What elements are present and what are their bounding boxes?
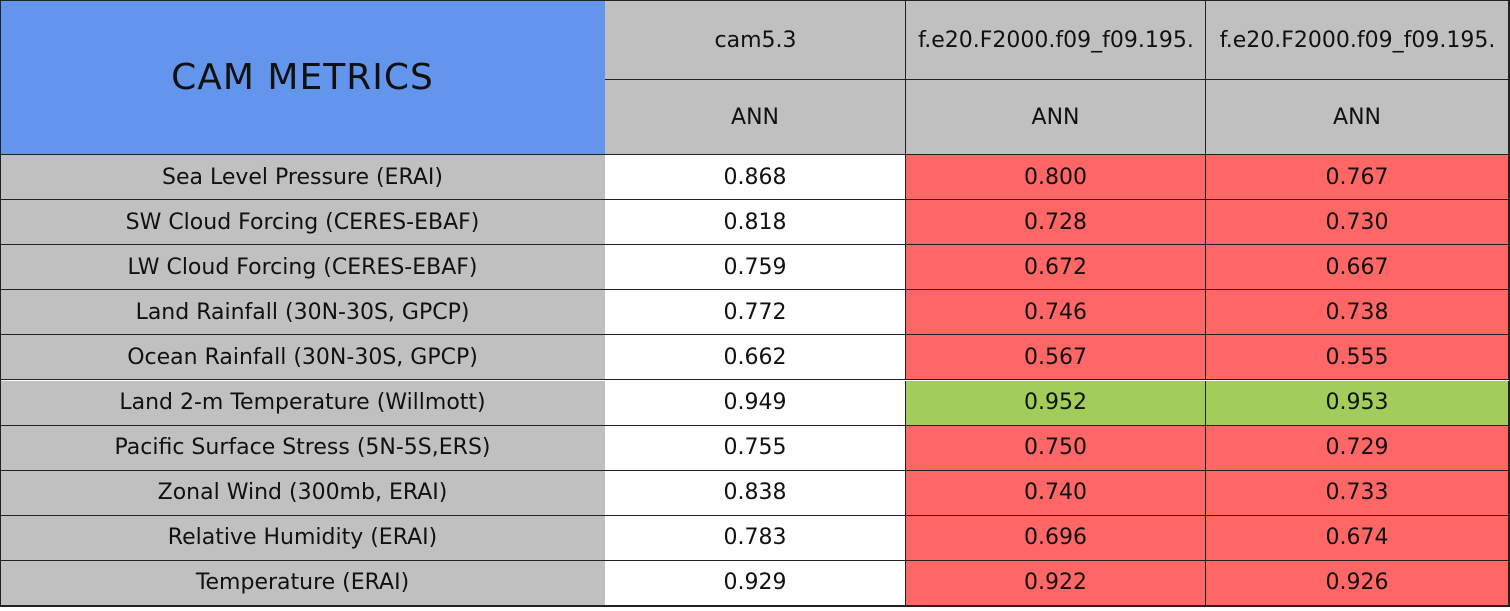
metric-value: 0.750	[906, 425, 1206, 471]
metric-value: 0.674	[1206, 515, 1509, 561]
metric-value: 0.772	[605, 290, 906, 336]
metric-value: 0.838	[605, 470, 906, 516]
metric-value: 0.926	[1206, 560, 1509, 606]
metric-value: 0.746	[906, 290, 1206, 336]
metric-value: 0.929	[605, 560, 906, 606]
metric-value: 0.759	[605, 245, 906, 291]
metric-value: 0.672	[906, 245, 1206, 291]
metric-value: 0.555	[1206, 335, 1509, 381]
row-label: Zonal Wind (300mb, ERAI)	[0, 470, 606, 516]
column-header: f.e20.F2000.f09_f09.195.	[1219, 27, 1496, 53]
metric-value: 0.740	[906, 470, 1206, 516]
column-bg	[605, 0, 906, 80]
row-label: Relative Humidity (ERAI)	[0, 515, 606, 561]
row-label: LW Cloud Forcing (CERES-EBAF)	[0, 245, 606, 291]
metric-value: 0.949	[605, 380, 906, 426]
row-label: SW Cloud Forcing (CERES-EBAF)	[0, 200, 606, 246]
metric-value: 0.696	[906, 515, 1206, 561]
row-label: Pacific Surface Stress (5N-5S,ERS)	[0, 425, 606, 471]
metric-value: 0.667	[1206, 245, 1509, 291]
metric-value: 0.728	[906, 200, 1206, 246]
metric-value: 0.953	[1206, 380, 1509, 426]
season-header: ANN	[906, 80, 1206, 155]
metric-value: 0.767	[1206, 155, 1509, 201]
metric-value: 0.662	[605, 335, 906, 381]
metric-value: 0.730	[1206, 200, 1509, 246]
column-bg	[906, 0, 1206, 80]
row-label: Land Rainfall (30N-30S, GPCP)	[0, 290, 606, 336]
metric-value: 0.733	[1206, 470, 1509, 516]
row-label: Sea Level Pressure (ERAI)	[0, 155, 606, 201]
row-label: Temperature (ERAI)	[0, 560, 606, 606]
season-header: ANN	[1206, 80, 1509, 155]
metric-value: 0.800	[906, 155, 1206, 201]
metric-value: 0.922	[906, 560, 1206, 606]
metric-value: 0.567	[906, 335, 1206, 381]
metric-value: 0.738	[1206, 290, 1509, 336]
metric-value: 0.729	[1206, 425, 1509, 471]
metric-value: 0.783	[605, 515, 906, 561]
column-header: cam5.3	[714, 27, 797, 53]
metric-value: 0.952	[906, 380, 1206, 426]
row-label: Ocean Rainfall (30N-30S, GPCP)	[0, 335, 606, 381]
column-bg	[1206, 0, 1509, 80]
row-label: Land 2-m Temperature (Willmott)	[0, 380, 606, 426]
metric-value: 0.755	[605, 425, 906, 471]
metric-value: 0.818	[605, 200, 906, 246]
column-header: f.e20.F2000.f09_f09.195.	[918, 27, 1194, 53]
title: CAM METRICS	[0, 0, 606, 155]
metric-value: 0.868	[605, 155, 906, 201]
season-header: ANN	[605, 80, 906, 155]
